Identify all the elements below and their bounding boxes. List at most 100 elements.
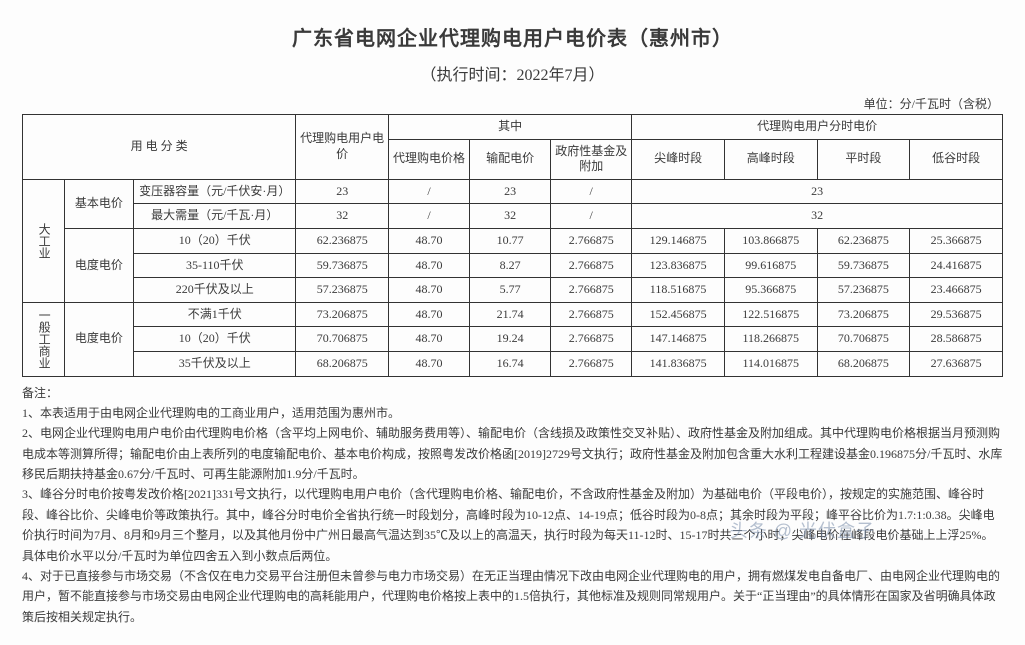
cell: 70.706875 [817,327,910,352]
cell: 48.70 [389,327,470,352]
cat-max-demand: 最大需量（元/千瓦·月） [134,204,296,229]
note-item: 2、电网企业代理购电用户电价由代理购电价格（含平均上网电价、辅助服务费用等）、输… [22,423,1003,484]
hdr-sub-proxy: 代理购电价格 [389,139,470,179]
notes-header: 备注： [22,383,1003,403]
cell: 70.706875 [296,327,389,352]
hdr-proxy-price: 代理购电用户电价 [296,115,389,180]
cell: 2.766875 [551,253,632,278]
hdr-tou-flat: 平时段 [817,139,910,179]
cell: 118.516875 [632,278,725,303]
cell: / [551,204,632,229]
cell: 59.736875 [817,253,910,278]
cell: 48.70 [389,278,470,303]
cell: / [389,204,470,229]
cell: 23 [632,179,1003,204]
table-row: 35千伏及以上 68.206875 48.70 16.74 2.766875 1… [23,351,1003,376]
cell: 2.766875 [551,302,632,327]
table-row: 最大需量（元/千瓦·月） 32 / 32 / 32 [23,204,1003,229]
cell: 19.24 [470,327,551,352]
cell: 10.77 [470,228,551,253]
cell: 27.636875 [910,351,1003,376]
page-title: 广东省电网企业代理购电用户电价表（惠州市） [22,22,1003,51]
hdr-sub-gov: 政府性基金及附加 [551,139,632,179]
cell: 122.516875 [724,302,817,327]
cell: 73.206875 [296,302,389,327]
hdr-tou-valley: 低谷时段 [910,139,1003,179]
cat-basic-price: 基本电价 [64,179,134,228]
cell: 32 [632,204,1003,229]
cell: 29.536875 [910,302,1003,327]
cell: 23 [470,179,551,204]
cell: 59.736875 [296,253,389,278]
cell: 5.77 [470,278,551,303]
cat-v10-20: 10（20）千伏 [134,228,296,253]
cell: 129.146875 [632,228,725,253]
cell: 62.236875 [817,228,910,253]
hdr-tou-sharp: 尖峰时段 [632,139,725,179]
table-row: 电度电价 10（20）千伏 62.236875 48.70 10.77 2.76… [23,228,1003,253]
hdr-sub-trans: 输配电价 [470,139,551,179]
table-row: 220千伏及以上 57.236875 48.70 5.77 2.766875 1… [23,278,1003,303]
cell: 32 [470,204,551,229]
hdr-of-which: 其中 [389,115,632,140]
hdr-tou-peak: 高峰时段 [724,139,817,179]
table-row: 35-110千伏 59.736875 48.70 8.27 2.766875 1… [23,253,1003,278]
cell: 73.206875 [817,302,910,327]
cell: 2.766875 [551,327,632,352]
cell: 118.266875 [724,327,817,352]
notes-block: 备注： 1、本表适用于由电网企业代理购电的工商业用户，适用范围为惠州市。 2、电… [22,383,1003,628]
cell: 2.766875 [551,351,632,376]
cell: 99.616875 [724,253,817,278]
cell: 114.016875 [724,351,817,376]
cat-v35-up: 35千伏及以上 [134,351,296,376]
cat-gen-comm: 一般工商业 [23,302,65,376]
cat-energy-price: 电度电价 [64,228,134,302]
cat-below-1: 不满1千伏 [134,302,296,327]
cat-v10-20: 10（20）千伏 [134,327,296,352]
cell: 23.466875 [910,278,1003,303]
table-row: 大工业 基本电价 变压器容量（元/千伏安·月） 23 / 23 / 23 [23,179,1003,204]
cell: 57.236875 [296,278,389,303]
hdr-category: 用 电 分 类 [23,115,296,180]
cell: / [551,179,632,204]
cell: 2.766875 [551,228,632,253]
cell: 8.27 [470,253,551,278]
cell: 32 [296,204,389,229]
cell: 25.366875 [910,228,1003,253]
cell: 24.416875 [910,253,1003,278]
page-subtitle: （执行时间：2022年7月） [22,61,1003,85]
cell: 2.766875 [551,278,632,303]
cell: 23 [296,179,389,204]
table-row: 10（20）千伏 70.706875 48.70 19.24 2.766875 … [23,327,1003,352]
cell: 48.70 [389,228,470,253]
note-item: 1、本表适用于由电网企业代理购电的工商业用户，适用范围为惠州市。 [22,403,1003,423]
cell: 48.70 [389,351,470,376]
cat-v35-110: 35-110千伏 [134,253,296,278]
note-item: 3、峰谷分时电价按粤发改价格[2021]331号文执行，以代理购电用户电价（含代… [22,484,1003,566]
cell: 141.836875 [632,351,725,376]
cell: 147.146875 [632,327,725,352]
cell: 48.70 [389,302,470,327]
cat-large-ind: 大工业 [23,179,65,302]
cat-transformer: 变压器容量（元/千伏安·月） [134,179,296,204]
cell: 123.836875 [632,253,725,278]
cell: 68.206875 [296,351,389,376]
cell: 62.236875 [296,228,389,253]
cell: 16.74 [470,351,551,376]
price-table: 用 电 分 类 代理购电用户电价 其中 代理购电用户分时电价 代理购电价格 输配… [22,114,1003,377]
note-item: 4、对于已直接参与市场交易（不含仅在电力交易平台注册但未曾参与电力市场交易）在无… [22,566,1003,627]
cell: 103.866875 [724,228,817,253]
cell: 21.74 [470,302,551,327]
cell: / [389,179,470,204]
cat-energy-price: 电度电价 [64,302,134,376]
hdr-tou-group: 代理购电用户分时电价 [632,115,1003,140]
cell: 28.586875 [910,327,1003,352]
cat-v220-up: 220千伏及以上 [134,278,296,303]
unit-line: 单位：分/千瓦时（含税） [22,95,999,112]
cell: 57.236875 [817,278,910,303]
table-row: 一般工商业 电度电价 不满1千伏 73.206875 48.70 21.74 2… [23,302,1003,327]
cell: 95.366875 [724,278,817,303]
cell: 68.206875 [817,351,910,376]
cell: 48.70 [389,253,470,278]
cell: 152.456875 [632,302,725,327]
